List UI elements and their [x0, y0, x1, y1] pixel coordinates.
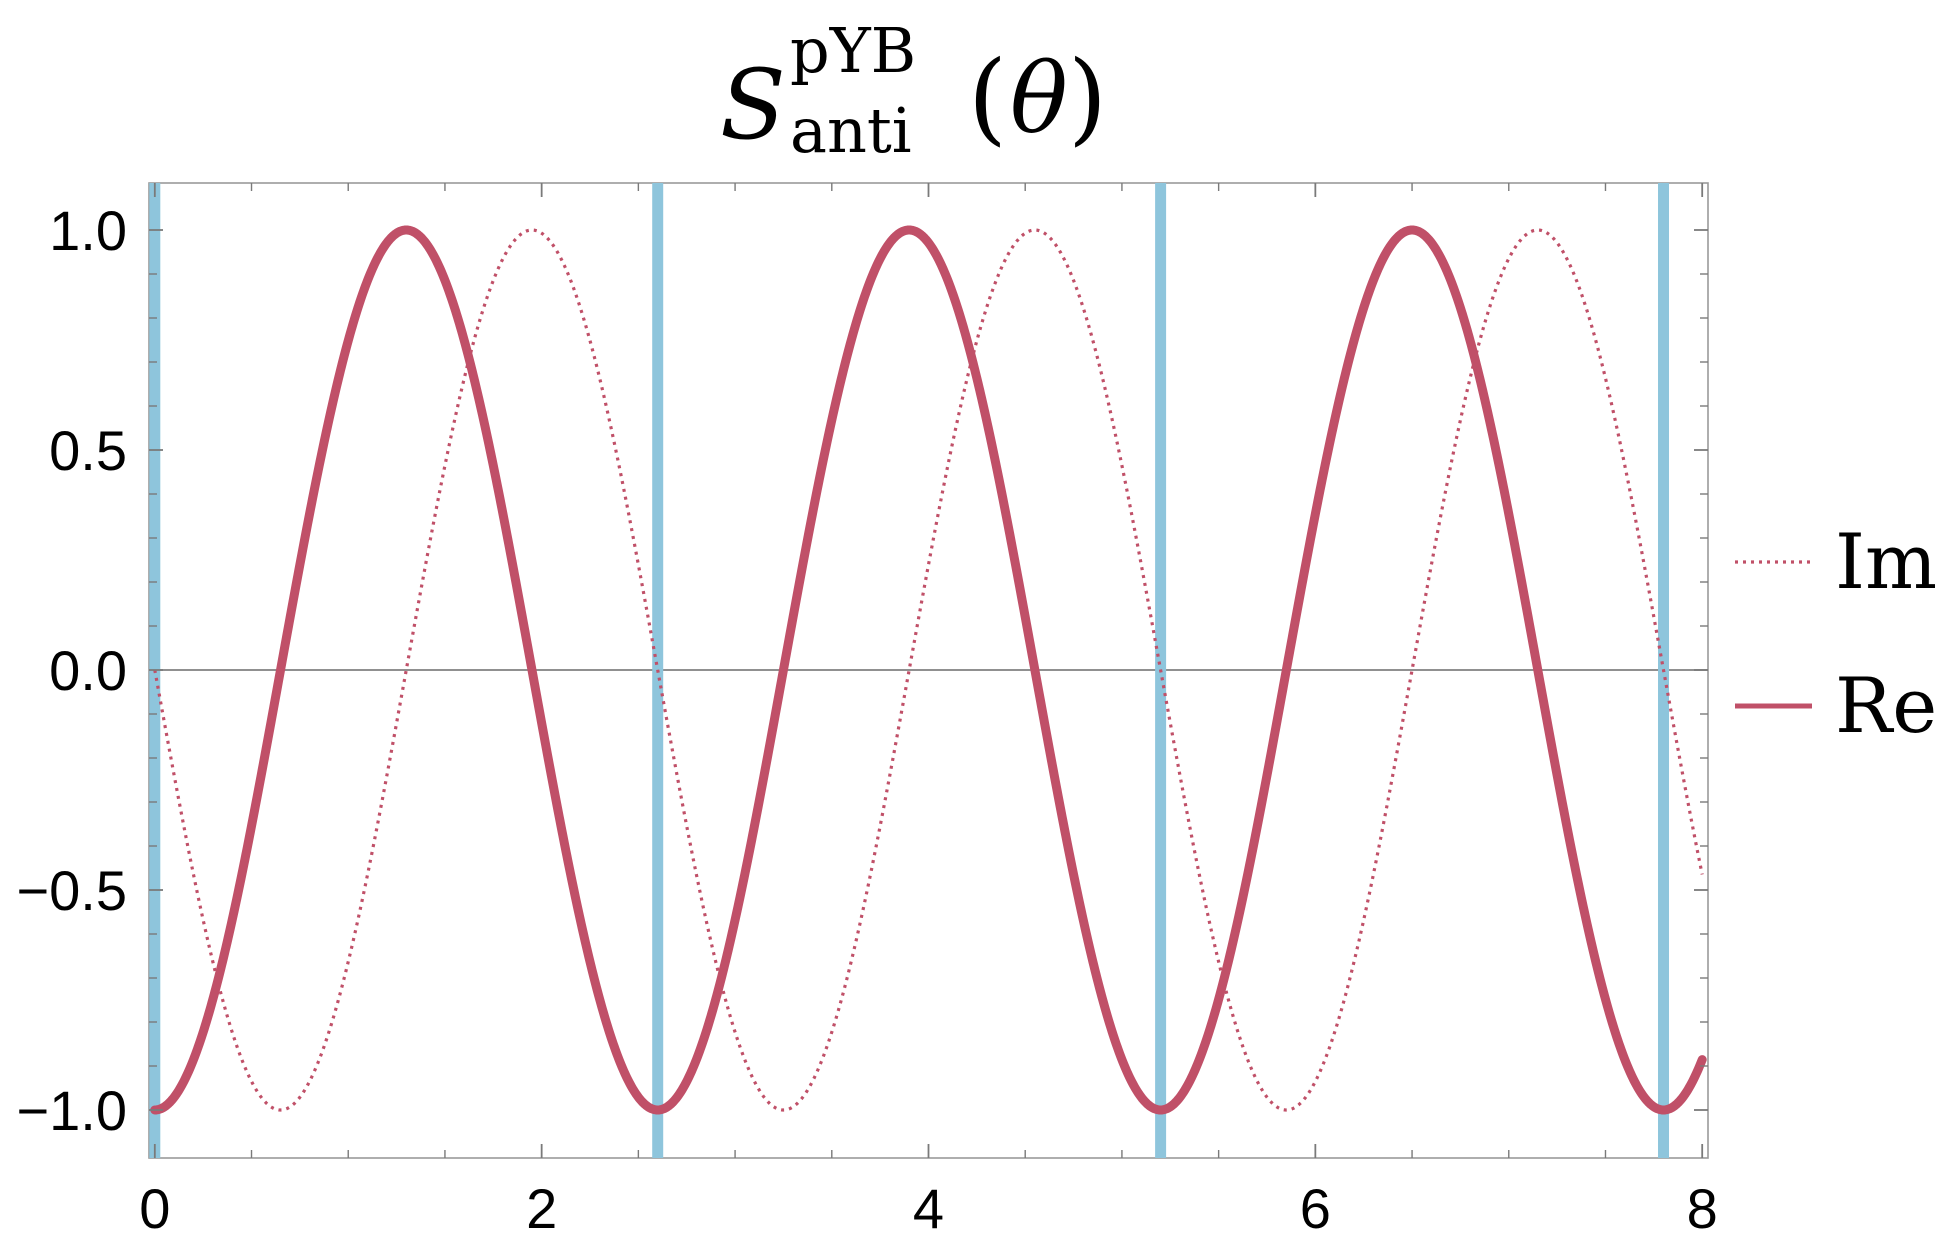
- x-tick-label: 4: [913, 1177, 944, 1234]
- x-tick-label: 8: [1687, 1177, 1718, 1234]
- legend: Im Re: [1735, 517, 1937, 750]
- y-tick-label: −1.0: [16, 1079, 127, 1142]
- y-tick-label: 1.0: [49, 199, 127, 262]
- title-subscript: anti: [790, 94, 912, 167]
- title-superscript: pYB: [790, 14, 916, 87]
- title-open-paren: (: [968, 39, 1007, 156]
- title-symbol: S: [720, 49, 786, 161]
- x-tick-label: 2: [526, 1177, 557, 1234]
- chart-title: S pYB anti ( θ ): [720, 14, 1107, 167]
- series-im-line: [153, 228, 1704, 1112]
- y-tick-label: 0.5: [49, 419, 127, 482]
- y-tick-label: 0.0: [49, 639, 127, 702]
- title-close-paren: ): [1068, 39, 1107, 156]
- axis-ticks: −1.0 −0.5 0.0 0.5 1.0 0 2 4 6 8: [16, 183, 1718, 1234]
- x-tick-label: 0: [139, 1177, 170, 1234]
- title-argument: θ: [1010, 43, 1068, 155]
- series-lines: [150, 225, 1707, 1115]
- series-re-line: [150, 225, 1707, 1115]
- legend-label-re: Re: [1835, 661, 1937, 750]
- legend-label-im: Im: [1835, 517, 1937, 606]
- y-tick-label: −0.5: [16, 859, 127, 922]
- x-tick-label: 6: [1300, 1177, 1331, 1234]
